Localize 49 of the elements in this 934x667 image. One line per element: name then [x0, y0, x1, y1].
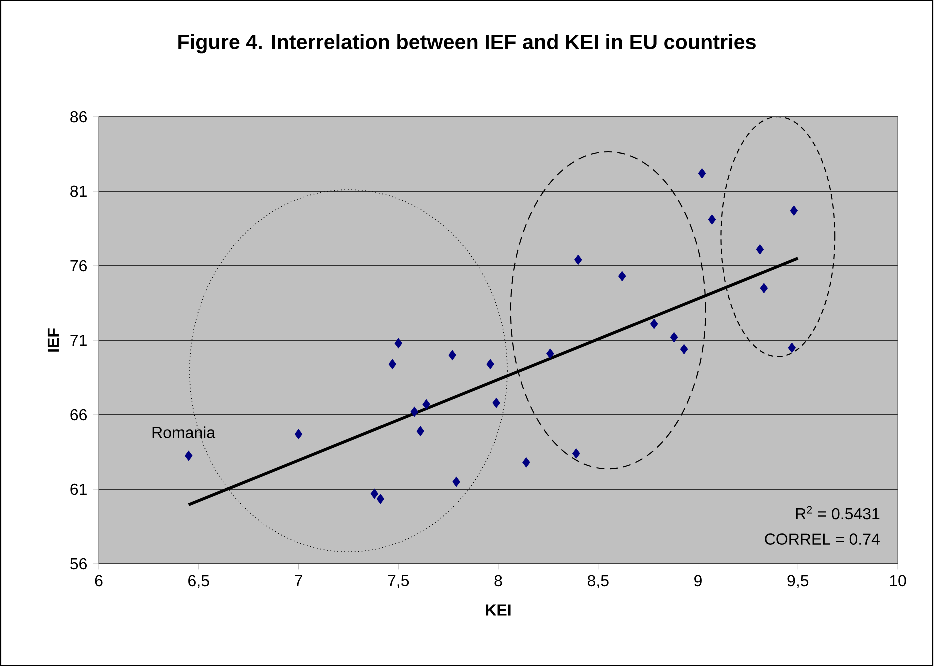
point [574, 254, 582, 266]
point [522, 458, 530, 468]
y-tick-label: 66 [70, 409, 88, 421]
x-tick-label: 9 [694, 575, 702, 587]
x-axis-title: KEI [486, 604, 511, 616]
point [788, 342, 796, 354]
y-tick-label: 81 [70, 186, 87, 198]
point [760, 283, 768, 294]
point [698, 168, 706, 179]
point [376, 494, 385, 504]
point [410, 406, 418, 418]
y-tick-label: 61 [70, 484, 87, 496]
point [572, 448, 580, 459]
point [650, 319, 658, 330]
point [370, 488, 379, 500]
y-tick-label: 76 [70, 260, 88, 272]
point [680, 344, 688, 355]
y-tick-label: 86 [70, 111, 88, 123]
annotation: CORREL = 0.74 [765, 534, 880, 545]
point [185, 450, 193, 462]
y-tick-label: 71 [70, 335, 87, 346]
point [448, 350, 456, 360]
point [546, 348, 554, 359]
point [670, 332, 678, 343]
annotation: Romania [152, 426, 216, 438]
x-tick-label: 8,5 [588, 575, 609, 589]
x-tick-label: 10 [890, 575, 906, 587]
point [618, 271, 626, 282]
point [388, 359, 397, 370]
point [294, 429, 303, 440]
point [416, 426, 424, 436]
x-tick-label: 6 [95, 575, 103, 587]
y-tick-label: 56 [70, 558, 88, 570]
x-tick-label: 7 [295, 575, 302, 586]
point [422, 399, 430, 410]
point [492, 398, 500, 408]
x-tick-label: 8 [494, 575, 502, 587]
x-tick-label: 9,5 [788, 575, 809, 589]
y-axis-title: IEF [48, 328, 59, 352]
point [708, 214, 716, 225]
chart-title: Figure 4. Interrelation between IEF and KEI in EU countries [178, 34, 756, 54]
point [486, 359, 494, 370]
point [394, 338, 402, 349]
point [452, 476, 460, 488]
point [790, 206, 798, 216]
x-tick-label: 7,5 [388, 575, 410, 588]
x-tick-label: 6,5 [188, 575, 210, 589]
annotation: R$^{2}$ = 0.5431 [796, 506, 880, 520]
point [756, 244, 764, 255]
